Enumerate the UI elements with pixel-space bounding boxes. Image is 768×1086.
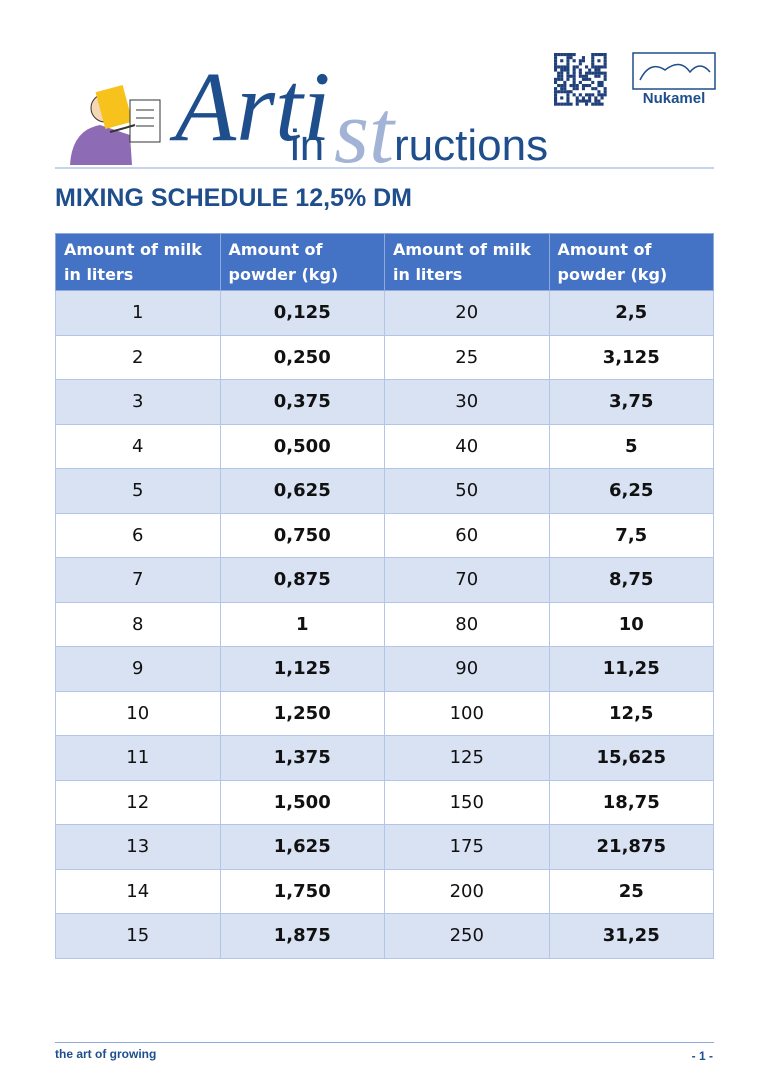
row: 5 0,625 50 6,25 (55, 468, 714, 514)
cell: 2,5 (548, 290, 714, 336)
cell: 4 (55, 423, 221, 469)
header-cell: Amount of milk in liters (384, 233, 550, 291)
cell: 1,625 (219, 824, 385, 870)
cell: 175 (384, 824, 550, 870)
cell: 0,750 (219, 512, 385, 558)
row: 3 0,375 30 3,75 (55, 379, 714, 425)
cell: 30 (384, 379, 550, 425)
title: MIXING SCHEDULE 12,5% DM (55, 184, 413, 212)
cell: 15,625 (548, 735, 714, 781)
cell: 1 (219, 601, 385, 647)
cell: 80 (384, 601, 550, 647)
cell: 0,875 (219, 557, 385, 603)
header-cell: Amount of powder (kg) (548, 233, 714, 291)
cell: 12,5 (548, 690, 714, 736)
row: 11 1,375 125 15,625 (55, 735, 714, 781)
row: 14 1,750 200 25 (55, 868, 714, 914)
cell: 1,250 (219, 690, 385, 736)
row: 4 0,500 40 5 (55, 423, 714, 469)
cell: 200 (384, 868, 550, 914)
cell: 18,75 (548, 779, 714, 825)
cell: 1,375 (219, 735, 385, 781)
cell: 3,75 (548, 379, 714, 425)
cell: 10 (548, 601, 714, 647)
cell: 3 (55, 379, 221, 425)
header-cell: Amount of powder (kg) (219, 233, 385, 291)
cell: 0,375 (219, 379, 385, 425)
cell: 150 (384, 779, 550, 825)
cell: 1,500 (219, 779, 385, 825)
cell: 250 (384, 913, 550, 959)
brand-logo: Nukamel (632, 52, 716, 107)
cell: 1 (55, 290, 221, 336)
cell: 21,875 (548, 824, 714, 870)
cell: 20 (384, 290, 550, 336)
cell: 1,750 (219, 868, 385, 914)
row: 1 0,125 20 2,5 (55, 290, 714, 336)
cell: 11 (55, 735, 221, 781)
qr-code (554, 53, 607, 106)
brand-name: Nukamel (643, 90, 706, 107)
cell: 125 (384, 735, 550, 781)
cell: 11,25 (548, 646, 714, 692)
row: 10 1,250 100 12,5 (55, 690, 714, 736)
cell: 2 (55, 334, 221, 380)
cell: 31,25 (548, 913, 714, 959)
cell: 1,125 (219, 646, 385, 692)
mixing-table: Amount of milk in liters Amount of powder… (55, 233, 714, 959)
cell: 0,625 (219, 468, 385, 514)
cell: 1,875 (219, 913, 385, 959)
cell: 8,75 (548, 557, 714, 603)
illustration (70, 85, 161, 165)
cell: 5 (548, 423, 714, 469)
row: 9 1,125 90 11,25 (55, 646, 714, 692)
cell: 0,250 (219, 334, 385, 380)
logo-ructions: ructions (394, 121, 548, 170)
cell: 13 (55, 824, 221, 870)
row: 6 0,750 60 7,5 (55, 512, 714, 558)
cell: 15 (55, 913, 221, 959)
cell: 3,125 (548, 334, 714, 380)
footer-slogan: the art of growing (55, 1047, 157, 1061)
header-row: Amount of milk in liters Amount of powder… (55, 233, 714, 291)
row: 2 0,250 25 3,125 (55, 334, 714, 380)
cell: 5 (55, 468, 221, 514)
cell: 0,125 (219, 290, 385, 336)
cell: 9 (55, 646, 221, 692)
cell: 12 (55, 779, 221, 825)
cell: 25 (548, 868, 714, 914)
cell: 10 (55, 690, 221, 736)
cell: 50 (384, 468, 550, 514)
cell: 14 (55, 868, 221, 914)
cell: 8 (55, 601, 221, 647)
logo-st: st (334, 83, 396, 180)
cell: 6,25 (548, 468, 714, 514)
row: 8 1 80 10 (55, 601, 714, 647)
cell: 7,5 (548, 512, 714, 558)
cell: 7 (55, 557, 221, 603)
row: 12 1,500 150 18,75 (55, 779, 714, 825)
cell: 0,500 (219, 423, 385, 469)
logo-in: in (290, 121, 324, 170)
cell: 100 (384, 690, 550, 736)
cell: 90 (384, 646, 550, 692)
cell: 25 (384, 334, 550, 380)
logo-arti: Arti (169, 51, 331, 162)
row: 15 1,875 250 31,25 (55, 913, 714, 959)
cell: 70 (384, 557, 550, 603)
cell: 40 (384, 423, 550, 469)
page-number: - 1 - (691, 1049, 713, 1063)
header-cell: Amount of milk in liters (55, 233, 221, 291)
cell: 6 (55, 512, 221, 558)
footer-line (55, 1042, 714, 1043)
cell: 60 (384, 512, 550, 558)
row: 7 0,875 70 8,75 (55, 557, 714, 603)
header: Arti in st ructions Nukamel (55, 51, 716, 180)
row: 13 1,625 175 21,875 (55, 824, 714, 870)
